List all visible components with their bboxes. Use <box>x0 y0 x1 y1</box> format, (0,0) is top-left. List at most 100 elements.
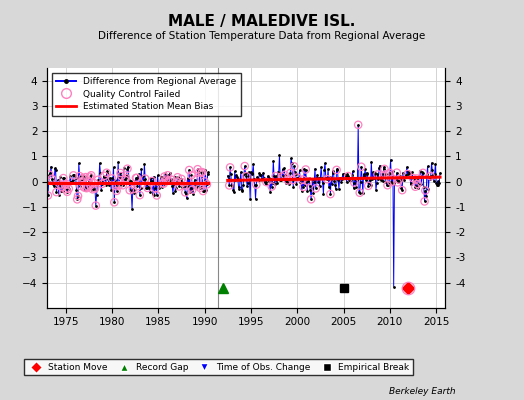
Point <box>121 177 129 183</box>
Point <box>373 171 381 178</box>
Point <box>62 181 71 187</box>
Point <box>284 177 292 184</box>
Point <box>159 180 168 187</box>
Point <box>398 187 407 193</box>
Point <box>188 186 196 193</box>
Point <box>148 178 156 184</box>
Point <box>268 183 276 190</box>
Point <box>82 185 91 191</box>
Point <box>116 170 125 176</box>
Point <box>413 175 421 182</box>
Point <box>196 184 204 191</box>
Point <box>56 181 64 188</box>
Point <box>126 187 134 194</box>
Point <box>357 164 365 170</box>
Point <box>87 172 95 178</box>
Point <box>61 186 70 192</box>
Point <box>200 178 209 185</box>
Point <box>392 170 401 176</box>
Point <box>98 181 106 187</box>
Point <box>193 182 201 189</box>
Point <box>118 182 127 188</box>
Point <box>198 169 206 175</box>
Point <box>80 184 89 191</box>
Point <box>413 181 422 187</box>
Point <box>241 163 249 169</box>
Point <box>74 193 82 199</box>
Point <box>136 192 144 198</box>
Point <box>48 176 56 182</box>
Point <box>61 182 69 188</box>
Point <box>52 189 61 195</box>
Point <box>75 173 84 179</box>
Point <box>100 172 108 179</box>
Point <box>198 170 206 176</box>
Point <box>113 188 121 194</box>
Point <box>421 187 430 194</box>
Point <box>187 172 195 178</box>
Point <box>173 174 182 180</box>
Point <box>278 173 286 180</box>
Point <box>133 183 141 190</box>
Point <box>409 175 417 181</box>
Point <box>76 183 84 189</box>
Point <box>427 173 435 179</box>
Point <box>384 182 392 188</box>
Point <box>152 192 161 199</box>
Point <box>128 186 137 192</box>
Point <box>381 171 389 178</box>
Point <box>203 181 211 188</box>
Point <box>195 169 203 176</box>
Point <box>252 182 260 188</box>
Point <box>160 173 169 180</box>
Point <box>63 189 71 195</box>
Point <box>85 178 93 184</box>
Point <box>85 174 94 180</box>
Point <box>356 190 364 196</box>
Point <box>281 172 289 178</box>
Point <box>159 180 167 186</box>
Point <box>115 182 123 188</box>
Text: MALE / MALEDIVE ISL.: MALE / MALEDIVE ISL. <box>168 14 356 29</box>
Point <box>64 186 73 192</box>
Point <box>163 172 172 178</box>
Point <box>199 188 208 194</box>
Point <box>419 170 427 176</box>
Point <box>332 167 341 173</box>
Point <box>102 170 111 176</box>
Point <box>286 170 294 176</box>
Point <box>132 175 140 181</box>
Point <box>290 163 298 170</box>
Point <box>187 184 195 191</box>
Point <box>143 185 151 191</box>
Point <box>82 174 90 180</box>
Point <box>384 171 392 178</box>
Point <box>92 202 100 209</box>
Point <box>312 185 320 192</box>
Point <box>193 166 202 172</box>
Point <box>301 166 310 173</box>
Point <box>354 122 363 128</box>
Point <box>226 164 234 170</box>
Point <box>242 173 250 179</box>
Text: Berkeley Earth: Berkeley Earth <box>389 387 456 396</box>
Point <box>299 176 307 183</box>
Point <box>307 196 315 202</box>
Point <box>86 182 94 189</box>
Point <box>108 175 116 182</box>
Point <box>84 184 92 190</box>
Legend: Station Move, Record Gap, Time of Obs. Change, Empirical Break: Station Move, Record Gap, Time of Obs. C… <box>24 359 413 376</box>
Point <box>90 180 99 186</box>
Point <box>411 184 420 190</box>
Point <box>395 176 403 183</box>
Point <box>271 173 280 179</box>
Point <box>293 174 301 181</box>
Point <box>326 191 335 197</box>
Point <box>73 196 81 202</box>
Point <box>89 186 97 192</box>
Point <box>151 185 159 192</box>
Point <box>110 199 118 206</box>
Point <box>175 183 183 190</box>
Point <box>117 173 125 179</box>
Point <box>58 184 66 190</box>
